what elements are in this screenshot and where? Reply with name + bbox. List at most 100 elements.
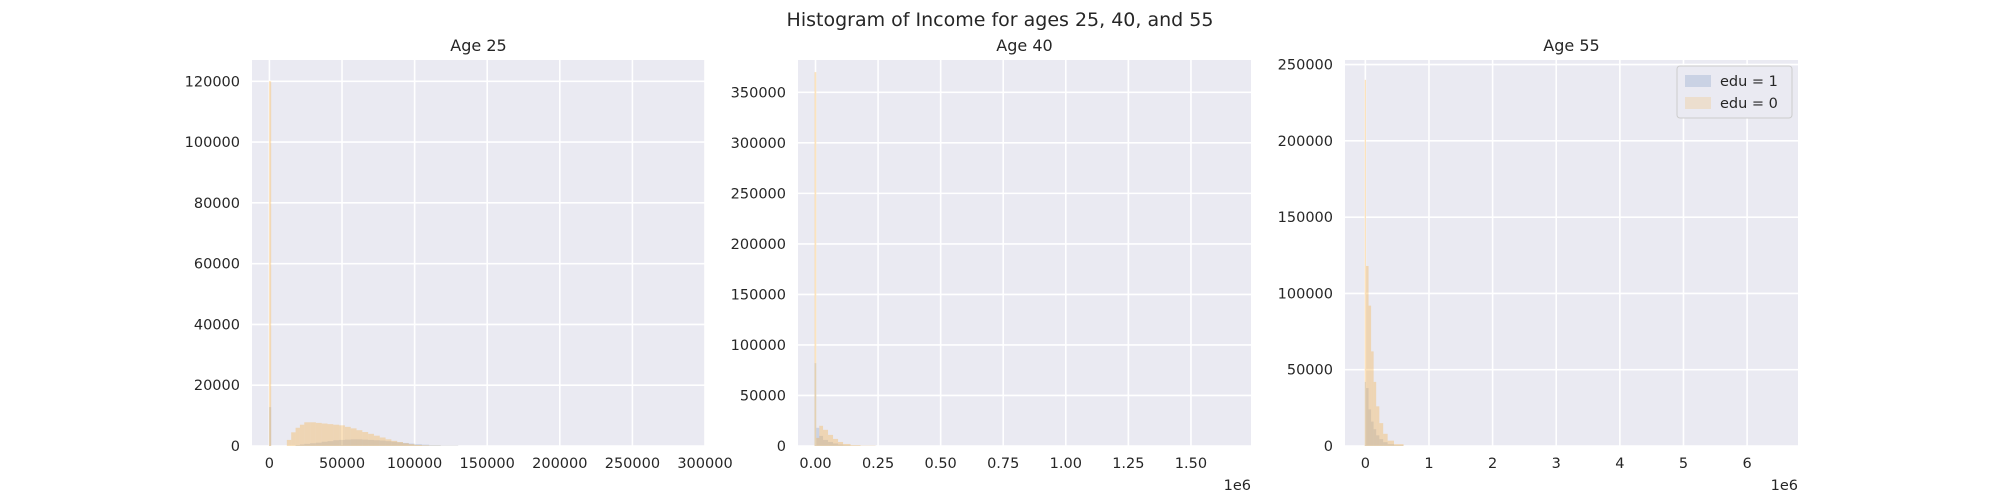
plot-area <box>252 60 705 446</box>
legend-swatch-edu-0 <box>1685 97 1711 109</box>
x-tick-label: 3 <box>1552 456 1561 472</box>
bar-edu-1 <box>295 445 300 446</box>
bar-edu-0 <box>816 437 820 446</box>
bar-edu-1 <box>814 363 817 446</box>
x-tick-label: 100000 <box>387 456 442 472</box>
y-tick-label: 100000 <box>731 338 786 354</box>
y-tick-label: 0 <box>231 439 240 455</box>
bar-edu-1 <box>1393 445 1404 446</box>
bar-edu-1 <box>344 439 351 446</box>
x-tick-label: 0 <box>265 456 274 472</box>
x-tick-label: 5 <box>1679 456 1688 472</box>
x-tick-label: 150000 <box>460 456 515 472</box>
bar-edu-0 <box>286 439 292 446</box>
bar-edu-0 <box>373 435 380 446</box>
x-tick-label: 200000 <box>532 456 587 472</box>
plot-area <box>1345 60 1798 446</box>
bar-edu-0 <box>350 428 357 446</box>
subplot-title: Age 25 <box>450 36 506 55</box>
x-tick-label: 0.00 <box>799 456 831 472</box>
x-tick-label: 0 <box>1361 456 1370 472</box>
bar-edu-0 <box>385 439 392 446</box>
bar-edu-1 <box>379 440 386 446</box>
x-tick-label: 1.50 <box>1175 456 1207 472</box>
bar-edu-1 <box>356 439 363 446</box>
bar-edu-0 <box>379 437 386 446</box>
bar-edu-0 <box>408 444 415 446</box>
x-tick-label: 50000 <box>319 456 365 472</box>
bar-edu-1 <box>816 427 820 446</box>
bar-edu-0 <box>843 443 851 446</box>
bar-edu-0 <box>1365 265 1369 446</box>
subplot-title: Age 40 <box>996 36 1052 55</box>
bar-edu-1 <box>823 439 829 446</box>
bar-edu-1 <box>1373 429 1377 446</box>
bar-edu-1 <box>315 442 322 446</box>
y-tick-label: 150000 <box>1278 210 1333 226</box>
y-tick-label: 350000 <box>731 85 786 101</box>
bar-edu-0 <box>828 434 834 446</box>
bar-edu-1 <box>1368 409 1372 446</box>
bar-edu-0 <box>838 441 844 446</box>
legend-label-edu-0: edu = 0 <box>1720 96 1778 112</box>
bar-edu-1 <box>397 442 403 446</box>
bar-edu-1 <box>304 443 311 446</box>
bar-edu-0 <box>1373 381 1377 446</box>
bar-edu-0 <box>1371 351 1374 446</box>
x-tick-label: 0.25 <box>862 456 894 472</box>
bar-edu-0 <box>1393 444 1404 446</box>
y-tick-label: 0 <box>777 439 786 455</box>
x-tick-label: 0.75 <box>987 456 1019 472</box>
bar-edu-0 <box>1368 305 1372 446</box>
x-tick-label: 300000 <box>677 456 732 472</box>
y-tick-label: 300000 <box>731 136 786 152</box>
bar-edu-0 <box>814 72 817 446</box>
y-tick-label: 50000 <box>740 388 786 404</box>
bar-edu-1 <box>327 441 334 446</box>
bar-edu-1 <box>828 441 834 446</box>
bar-edu-1 <box>429 445 441 446</box>
x-tick-label: 250000 <box>605 456 660 472</box>
bar-edu-0 <box>1376 406 1380 446</box>
y-tick-label: 40000 <box>194 317 240 333</box>
bar-edu-0 <box>339 425 345 446</box>
bar-edu-0 <box>327 424 334 446</box>
legend-label-edu-1: edu = 1 <box>1720 74 1778 90</box>
subplot-age-25: Age 25 0 50000 100000 150000 200000 250000 300… <box>185 36 733 472</box>
bar-edu-0 <box>268 81 272 447</box>
bar-edu-1 <box>385 441 392 446</box>
bar-edu-1 <box>403 442 409 446</box>
bar-edu-1 <box>1387 444 1394 446</box>
y-tick-label: 150000 <box>731 287 786 303</box>
y-tick-label: 200000 <box>731 237 786 253</box>
bar-edu-0 <box>823 429 829 446</box>
legend: edu = 1 edu = 0 <box>1676 65 1793 119</box>
bar-edu-0 <box>291 432 296 446</box>
bar-edu-1 <box>321 441 328 446</box>
subplot-age-55: Age 55 0 1 2 3 4 5 6 0 50000 100000 150000 200000 2… <box>1278 36 1798 494</box>
bar-edu-0 <box>299 424 305 446</box>
bar-edu-0 <box>356 430 363 446</box>
bar-edu-0 <box>1364 79 1366 447</box>
bar-edu-0 <box>1387 440 1394 446</box>
bar-edu-1 <box>1364 381 1366 446</box>
y-tick-label: 120000 <box>185 74 240 90</box>
bar-edu-1 <box>1379 439 1384 446</box>
bar-edu-0 <box>819 425 824 446</box>
bar-edu-0 <box>1383 433 1388 446</box>
bar-edu-0 <box>421 445 430 446</box>
legend-frame <box>1676 65 1793 119</box>
bar-edu-0 <box>295 427 300 446</box>
bar-edu-1 <box>350 439 357 446</box>
x-tick-label: 1 <box>1424 456 1433 472</box>
x-offset-label: 1e6 <box>1224 478 1251 494</box>
bar-edu-0 <box>344 426 351 446</box>
bar-edu-1 <box>310 443 316 446</box>
y-tick-label: 80000 <box>194 196 240 212</box>
y-tick-label: 250000 <box>1278 58 1333 74</box>
bar-edu-0 <box>321 423 328 446</box>
bar-edu-1 <box>368 439 374 446</box>
y-tick-label: 100000 <box>1278 286 1333 302</box>
bar-edu-1 <box>1383 442 1388 446</box>
bar-edu-1 <box>333 440 340 446</box>
